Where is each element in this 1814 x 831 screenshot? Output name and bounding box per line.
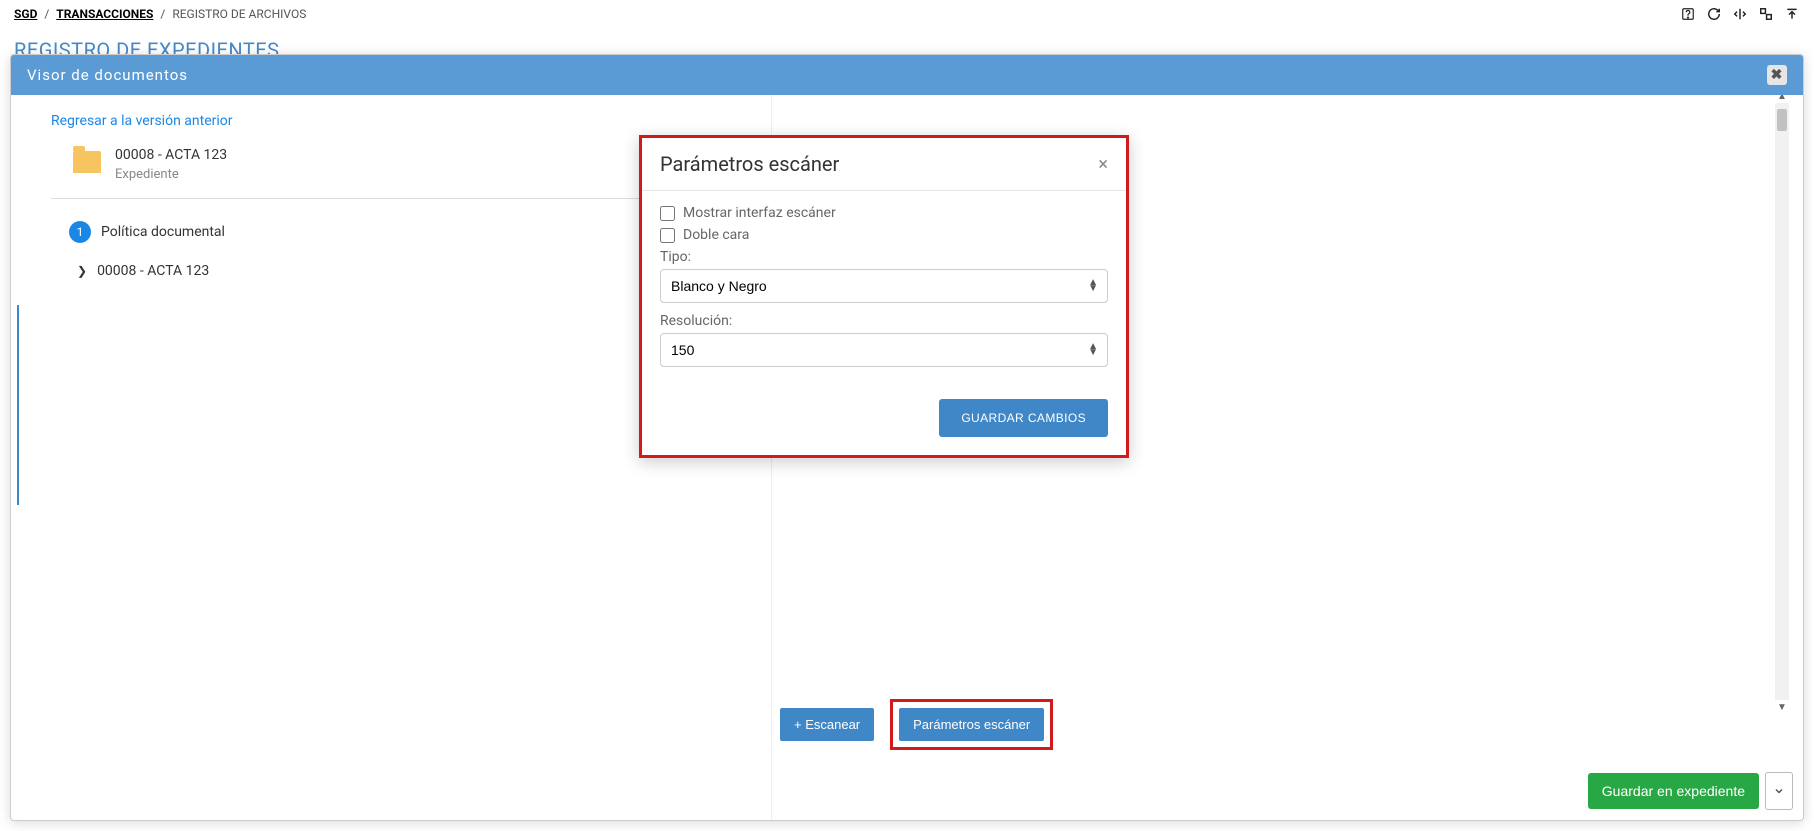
scroll-down-icon[interactable]: ▼: [1775, 700, 1789, 714]
scan-modal-close-button[interactable]: ×: [1098, 154, 1108, 175]
chevron-right-icon: ❯: [77, 264, 87, 278]
breadcrumb-link-sgd[interactable]: SGD: [14, 7, 37, 21]
topbar: SGD / TRANSACCIONES / REGISTRO DE ARCHIV…: [0, 0, 1814, 28]
save-expediente-button[interactable]: Guardar en expediente: [1588, 773, 1759, 809]
scan-button[interactable]: + Escanear: [780, 708, 874, 741]
scroll-up-icon[interactable]: ▲: [1775, 95, 1789, 103]
params-button-highlight: Parámetros escáner: [890, 699, 1053, 750]
show-interface-checkbox[interactable]: [660, 206, 675, 221]
visor-header: Visor de documentos ✖: [11, 55, 1803, 95]
show-interface-label: Mostrar interfaz escáner: [683, 205, 836, 221]
breadcrumb: SGD / TRANSACCIONES / REGISTRO DE ARCHIV…: [14, 7, 306, 21]
show-interface-checkbox-row[interactable]: Mostrar interfaz escáner: [660, 205, 1108, 221]
breadcrumb-current: REGISTRO DE ARCHIVOS: [172, 7, 306, 21]
left-edge-indicator: [11, 305, 19, 505]
type-select-wrap: Blanco y Negro ▲▼: [660, 269, 1108, 303]
folder-texts: 00008 - ACTA 123 Expediente: [115, 147, 227, 182]
scan-modal-body: Mostrar interfaz escáner Doble cara Tipo…: [642, 191, 1126, 387]
resolution-select[interactable]: 150: [660, 333, 1108, 367]
resolution-select-wrap: 150 ▲▼: [660, 333, 1108, 367]
save-changes-button[interactable]: GUARDAR CAMBIOS: [939, 399, 1108, 437]
save-dropdown-toggle[interactable]: [1765, 772, 1793, 810]
split-icon[interactable]: [1732, 6, 1748, 22]
duplex-label: Doble cara: [683, 227, 749, 243]
vertical-scrollbar[interactable]: ▲ ▼: [1775, 103, 1789, 700]
type-select[interactable]: Blanco y Negro: [660, 269, 1108, 303]
step1-badge: 1: [69, 221, 91, 243]
visor-modal: Visor de documentos ✖ Regresar a la vers…: [10, 54, 1804, 821]
back-link[interactable]: Regresar a la versión anterior: [51, 113, 233, 129]
scanner-params-modal: Parámetros escáner × Mostrar interfaz es…: [639, 135, 1129, 458]
bottom-bar: Guardar en expediente: [772, 772, 1793, 810]
scrollbar-thumb[interactable]: [1777, 109, 1787, 131]
duplex-checkbox-row[interactable]: Doble cara: [660, 227, 1108, 243]
resolution-label: Resolución:: [660, 313, 1108, 329]
folder-title: 00008 - ACTA 123: [115, 147, 227, 163]
duplex-checkbox[interactable]: [660, 228, 675, 243]
visor-title: Visor de documentos: [27, 66, 188, 84]
breadcrumb-sep: /: [160, 7, 165, 21]
refresh-icon[interactable]: [1706, 6, 1722, 22]
folder-subtitle: Expediente: [115, 167, 227, 182]
toolbar-icons: [1680, 6, 1800, 22]
help-icon[interactable]: [1680, 6, 1696, 22]
step1-label: Política documental: [101, 224, 225, 240]
scanner-params-button[interactable]: Parámetros escáner: [899, 708, 1044, 741]
scan-modal-title: Parámetros escáner: [660, 152, 839, 176]
tree-item-label: 00008 - ACTA 123: [97, 263, 209, 279]
folder-icon: [73, 151, 101, 173]
scan-modal-footer: GUARDAR CAMBIOS: [642, 387, 1126, 455]
type-label: Tipo:: [660, 249, 1108, 265]
visor-close-button[interactable]: ✖: [1767, 65, 1787, 85]
scan-buttons: + Escanear Parámetros escáner: [780, 699, 1053, 750]
scan-modal-header: Parámetros escáner ×: [642, 138, 1126, 191]
breadcrumb-link-transacciones[interactable]: TRANSACCIONES: [56, 7, 153, 21]
collapse-up-icon[interactable]: [1784, 6, 1800, 22]
chevron-down-icon: [1773, 785, 1785, 797]
expand-icon[interactable]: [1758, 6, 1774, 22]
breadcrumb-sep: /: [44, 7, 49, 21]
visor-body: Regresar a la versión anterior 00008 - A…: [11, 95, 1803, 820]
